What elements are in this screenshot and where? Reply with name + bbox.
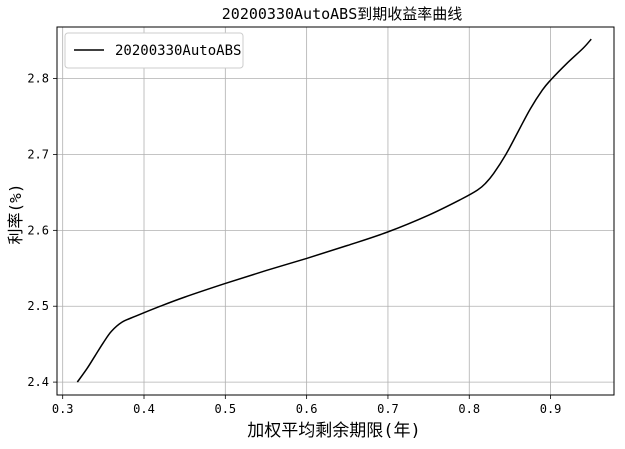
y-tick-label: 2.6 [27,223,49,237]
x-tick-label: 0.6 [296,402,318,416]
legend: 20200330AutoABS [64,32,244,69]
x-tick-label: 0.8 [458,402,480,416]
series-line [76,38,592,383]
plot-frame [56,26,615,396]
grid [57,27,614,395]
y-tick-label: 2.4 [27,375,49,389]
y-tick-label: 2.7 [27,147,49,161]
x-axis-label: 加权平均剩余期限(年) [247,421,420,441]
axis-ticks: 0.3 0.4 0.5 0.6 0.7 0.8 0.9 2.4 2.5 2.6 2.7 2.8 [27,72,561,416]
legend-label: 20200330AutoABS [115,43,241,59]
legend-box [64,32,244,69]
x-tick-label: 0.3 [52,402,74,416]
x-tick-label: 0.9 [540,402,562,416]
x-tick-label: 0.5 [214,402,236,416]
x-tick-label: 0.7 [377,402,399,416]
x-tick-label: 0.4 [133,402,155,416]
y-tick-label: 2.5 [27,299,49,313]
y-tick-label: 2.8 [27,72,49,86]
y-axis-label: 利率(%) [6,184,25,245]
chart-title: 20200330AutoABS到期收益率曲线 [222,5,462,23]
series-lines [76,38,592,383]
